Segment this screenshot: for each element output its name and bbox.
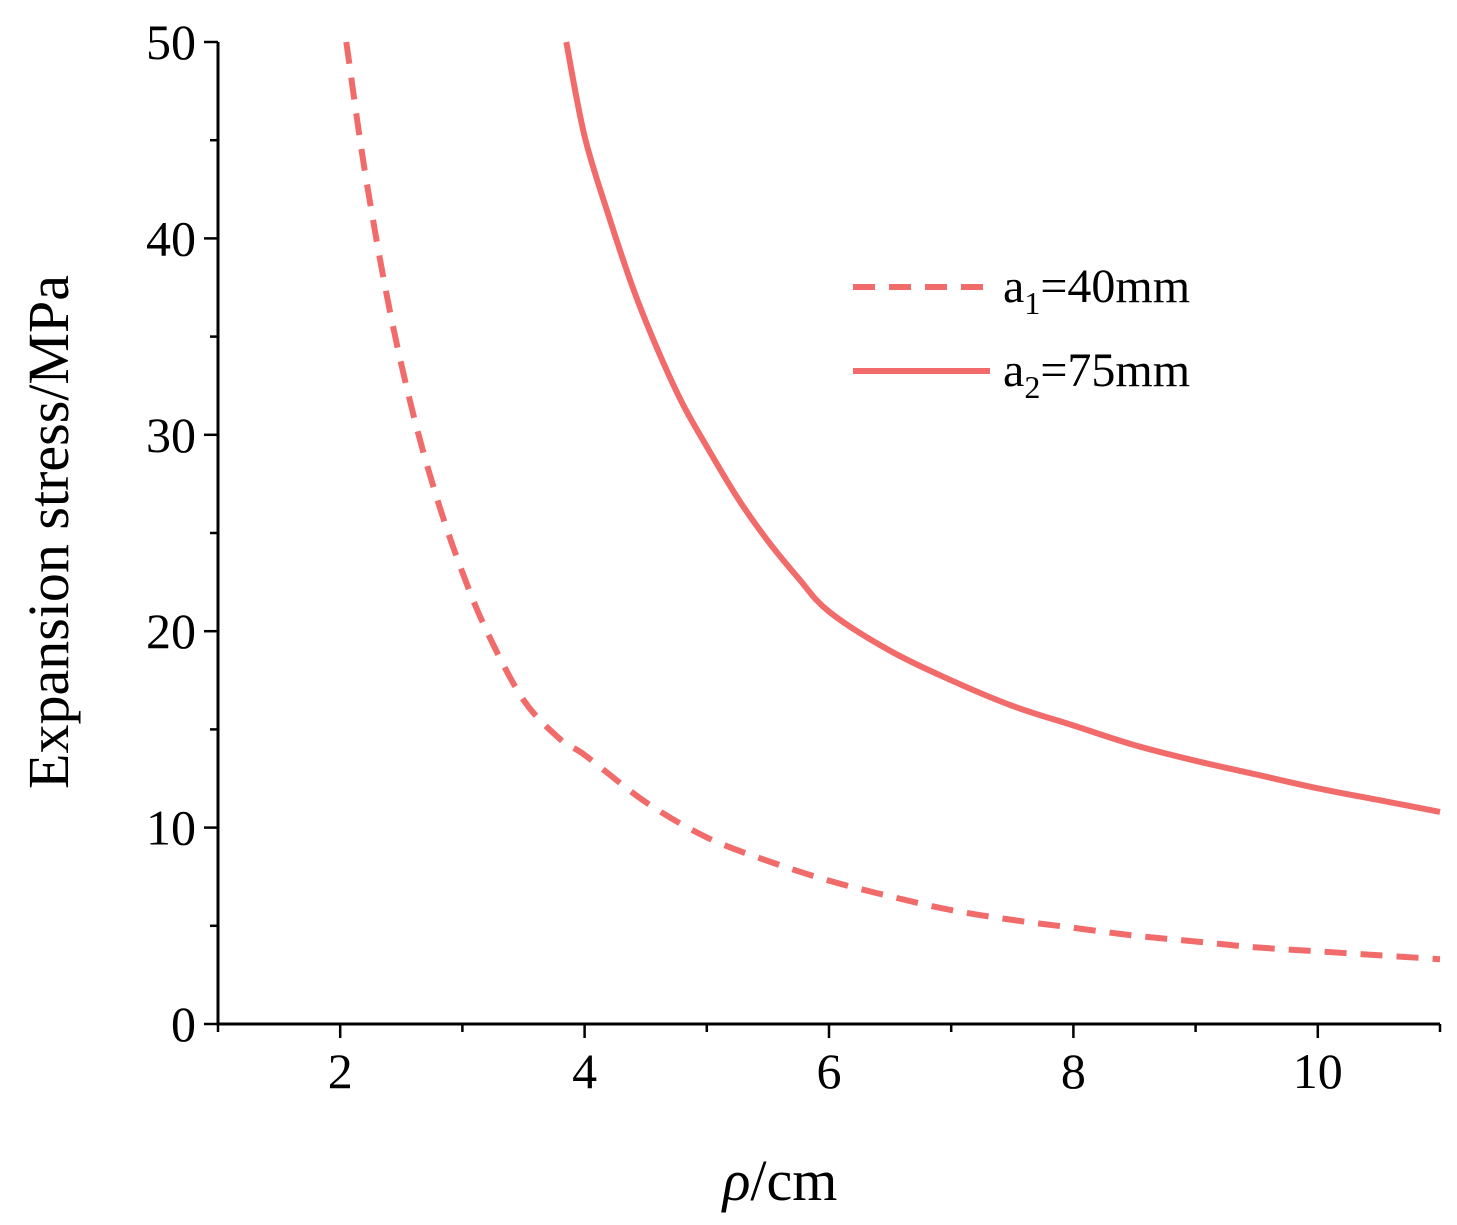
x-tick-label: 2	[328, 1043, 353, 1099]
y-tick-label: 30	[146, 407, 196, 463]
y-axis-ticks: 0 10 20 30 40 50	[146, 14, 218, 1052]
x-axis-ticks: 2 4 6 8 10	[216, 1024, 1442, 1099]
legend: a1=40mm a2=75mm	[853, 260, 1190, 405]
y-tick-label: 20	[146, 603, 196, 659]
x-tick-label: 6	[817, 1043, 842, 1099]
series-line-1	[343, 41, 1441, 963]
x-tick-label: 8	[1061, 1043, 1086, 1099]
y-tick-label: 10	[146, 800, 196, 856]
y-tick-label: 0	[171, 996, 196, 1052]
x-tick-label: 4	[572, 1043, 597, 1099]
y-tick-label: 40	[146, 210, 196, 266]
y-tick-label: 50	[146, 14, 196, 70]
plot-lines	[343, 41, 1441, 963]
series-line-2	[563, 41, 1441, 815]
y-axis-title: Expansion stress/MPa	[16, 275, 81, 789]
x-axis-title: ρ/cm	[721, 1148, 838, 1213]
x-axis-unit: /cm	[750, 1148, 837, 1213]
legend-label-1: a1=40mm	[1003, 260, 1190, 321]
legend-label-2: a2=75mm	[1003, 344, 1190, 405]
x-tick-label: 10	[1293, 1043, 1343, 1099]
rho-symbol: ρ	[721, 1148, 751, 1213]
